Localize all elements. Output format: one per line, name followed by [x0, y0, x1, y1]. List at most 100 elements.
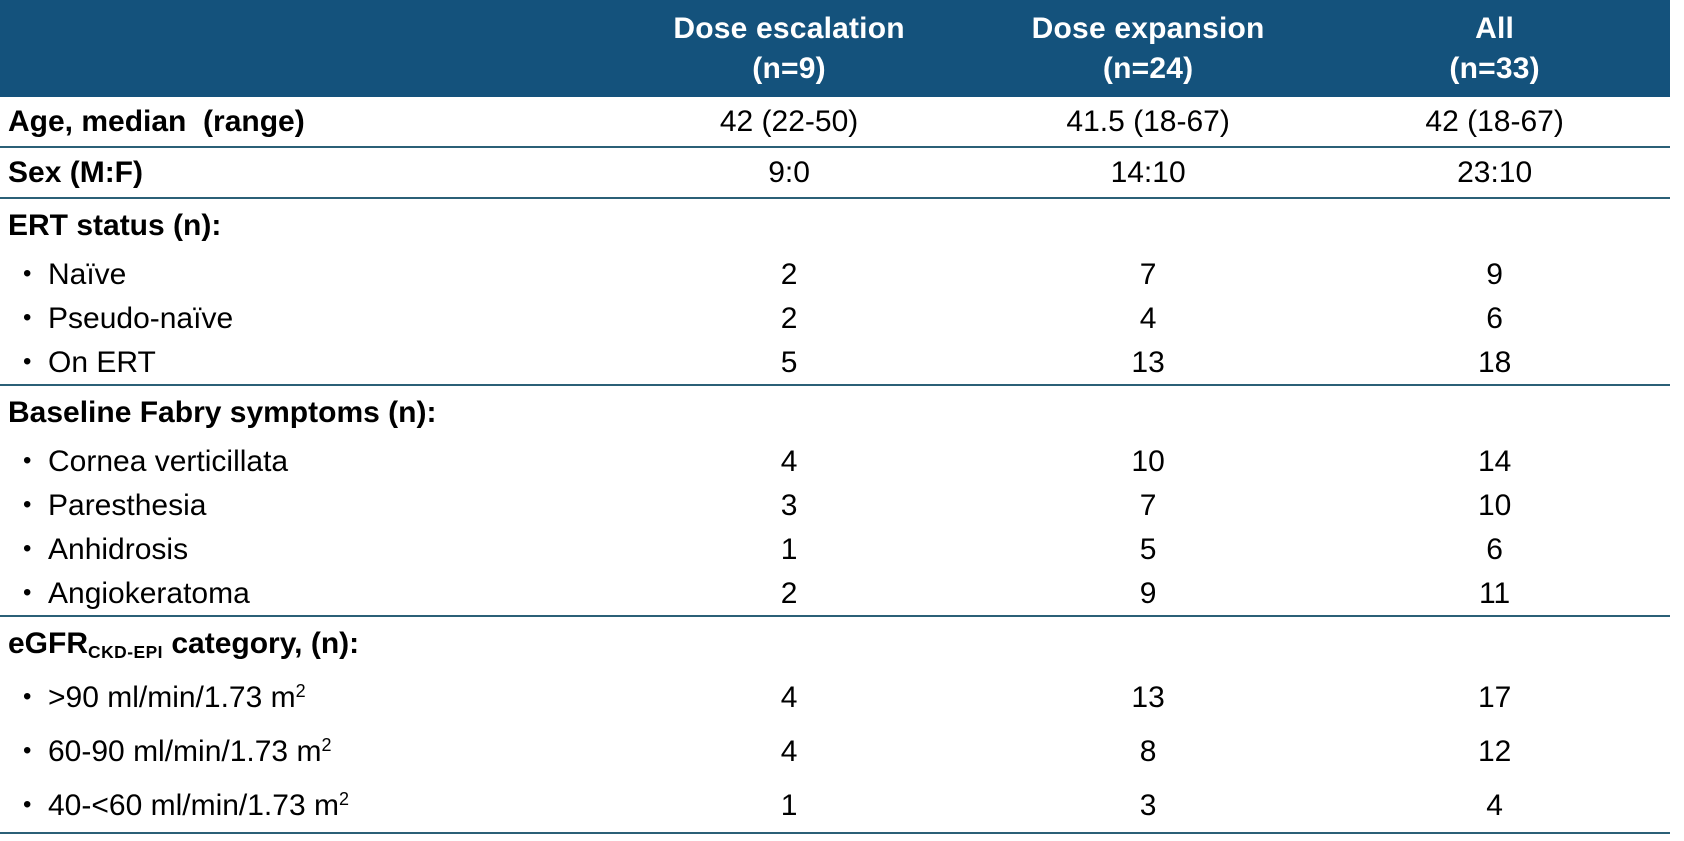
column-header-all: All (n=33)	[1319, 0, 1670, 97]
row-label-text-egfr-gt-90: >90 ml/min/1.73 m2	[48, 681, 306, 714]
cell-angiokeratoma-col2: 9	[1139, 576, 1157, 610]
row-label-age-median-range: Age, median (range)	[0, 105, 601, 138]
cell-on-ert-col1: 5	[780, 345, 798, 379]
row-angiokeratoma: • Angiokeratoma 2 9 11	[0, 571, 1670, 615]
row-label-angiokeratoma: • Angiokeratoma	[0, 577, 601, 610]
cell-anhidrosis-col1: 1	[780, 532, 798, 566]
cell-anhidrosis-col2: 5	[1139, 532, 1157, 566]
cell-anhidrosis-col3: 6	[1486, 532, 1503, 566]
row-label-pseudo-naive: • Pseudo-naïve	[0, 302, 601, 335]
row-egfr-60-90: • 60-90 ml/min/1.73 m2 4 8 12	[0, 724, 1670, 778]
column-title: Dose expansion	[1031, 11, 1265, 45]
bullet-icon: •	[23, 535, 32, 562]
cell-egfr-60-90-col2: 8	[1139, 734, 1157, 768]
cell-sex-mf-col2: 14:10	[1110, 156, 1186, 189]
bullet-icon: •	[23, 260, 32, 287]
row-label-paresthesia: • Paresthesia	[0, 489, 601, 522]
cell-angiokeratoma-col1: 2	[780, 576, 798, 610]
bullet-icon: •	[23, 683, 32, 710]
divider-sex-mf	[0, 197, 1670, 199]
section-label-ert-status-text: ERT status (n):	[8, 209, 222, 242]
cell-cornea-verticillata-col1: 4	[780, 444, 798, 478]
row-egfr-40-lt60: • 40-<60 ml/min/1.73 m2 1 3 4	[0, 778, 1670, 832]
row-label-egfr-40-lt60-sup: 2	[338, 788, 349, 809]
cell-pseudo-naive-col1: 2	[780, 301, 798, 335]
row-label-sex-mf: Sex (M:F)	[0, 156, 601, 189]
cell-naive-col3: 9	[1486, 257, 1503, 291]
cell-paresthesia-col1: 3	[780, 488, 798, 522]
row-label-naive: • Naïve	[0, 258, 601, 291]
row-paresthesia: • Paresthesia 3 7 10	[0, 483, 1670, 527]
row-label-text-anhidrosis: Anhidrosis	[48, 533, 188, 566]
row-label-text-egfr-40-lt60: 40-<60 ml/min/1.73 m2	[48, 789, 349, 822]
section-label-baseline-fabry-symptoms-text: Baseline Fabry symptoms (n):	[8, 396, 437, 429]
section-egfr-category: eGFRCKD-EPI category, (n): • >90 ml/min/1.…	[0, 617, 1670, 832]
cell-sex-mf-col3: 23:10	[1457, 156, 1533, 189]
cell-paresthesia-col2: 7	[1139, 488, 1157, 522]
cell-age-median-range-col1: 42 (22-50)	[719, 105, 859, 138]
cell-pseudo-naive-col2: 4	[1139, 301, 1157, 335]
section-label-egfr-category-sub: CKD-EPI	[88, 641, 164, 662]
row-egfr-gt-90: • >90 ml/min/1.73 m2 4 13 17	[0, 670, 1670, 724]
cell-on-ert-col3: 18	[1477, 345, 1512, 379]
header-corner-cell	[0, 0, 601, 97]
bullet-icon: •	[23, 737, 32, 764]
row-label-pseudo-naive-text: Pseudo-naïve	[48, 301, 234, 335]
cell-egfr-40-lt60-col2: 3	[1139, 788, 1157, 822]
row-label-egfr-60-90-text: 60-90 ml/min/1.73 m	[48, 734, 322, 768]
section-label-egfr-category-text: category, (n):	[163, 627, 360, 660]
section-header-ert-status: ERT status (n):	[0, 199, 1670, 252]
cell-egfr-40-lt60-col1: 1	[780, 788, 798, 822]
divider-ert-status	[0, 384, 1670, 386]
row-label-egfr-gt-90: • >90 ml/min/1.73 m2	[0, 681, 601, 714]
row-label-on-ert: • On ERT	[0, 346, 601, 379]
row-label-egfr-40-lt60: • 40-<60 ml/min/1.73 m2	[0, 789, 601, 822]
cell-egfr-60-90-col3: 12	[1477, 734, 1512, 768]
row-label-egfr-gt-90-sup: 2	[295, 680, 306, 701]
cell-egfr-40-lt60-col3: 4	[1486, 788, 1503, 822]
row-label-egfr-60-90: • 60-90 ml/min/1.73 m2	[0, 735, 601, 768]
row-label-text-angiokeratoma: Angiokeratoma	[48, 577, 250, 610]
divider-age-median-range	[0, 146, 1670, 148]
table-body: Age, median (range) 42 (22-50) 41.5 (18-67…	[0, 97, 1670, 834]
row-label-naive-text: Naïve	[48, 257, 127, 291]
row-label-text-on-ert: On ERT	[48, 346, 156, 379]
cell-egfr-gt-90-col1: 4	[780, 680, 798, 714]
row-label-egfr-60-90-sup: 2	[321, 734, 332, 755]
cell-cornea-verticillata-col3: 14	[1477, 444, 1512, 478]
row-label-paresthesia-text: Paresthesia	[48, 488, 207, 522]
section-header-egfr-category: eGFRCKD-EPI category, (n):	[0, 617, 1670, 670]
column-n: (n=24)	[1102, 51, 1194, 85]
section-ert-status: ERT status (n): • Naïve 2 7 9 • Pseudo-naïve 2 4 6…	[0, 199, 1670, 384]
cell-naive-col2: 7	[1139, 257, 1157, 291]
cell-cornea-verticillata-col2: 10	[1131, 444, 1165, 478]
row-on-ert: • On ERT 5 13 18	[0, 340, 1670, 384]
row-label-text-paresthesia: Paresthesia	[48, 489, 206, 522]
row-label-text-naive: Naïve	[48, 258, 126, 291]
row-anhidrosis: • Anhidrosis 1 5 6	[0, 527, 1670, 571]
row-label-age-median-range-text: Age, median (range)	[8, 105, 305, 138]
cell-angiokeratoma-col3: 11	[1479, 576, 1511, 610]
column-title: All	[1475, 11, 1515, 45]
table-header: Dose escalation (n=9) Dose expansion (n=24)…	[0, 0, 1670, 97]
section-label-egfr-category-text: eGFR	[8, 627, 89, 660]
bullet-icon: •	[23, 491, 32, 518]
row-label-sex-mf-text: Sex (M:F)	[8, 156, 143, 189]
row-label-anhidrosis: • Anhidrosis	[0, 533, 601, 566]
cell-age-median-range-col2: 41.5 (18-67)	[1066, 105, 1230, 138]
row-label-angiokeratoma-text: Angiokeratoma	[48, 576, 250, 610]
column-header-dose-expansion: Dose expansion (n=24)	[977, 0, 1319, 97]
bullet-icon: •	[23, 348, 32, 375]
row-label-anhidrosis-text: Anhidrosis	[48, 532, 189, 566]
row-naive: • Naïve 2 7 9	[0, 252, 1670, 296]
bullet-icon: •	[23, 791, 32, 818]
row-age-median-range: Age, median (range) 42 (22-50) 41.5 (18-67…	[0, 97, 1670, 146]
section-label-baseline-fabry-symptoms: Baseline Fabry symptoms (n):	[0, 396, 601, 429]
row-label-egfr-gt-90-text: >90 ml/min/1.73 m	[48, 680, 296, 714]
section-header-baseline-fabry-symptoms: Baseline Fabry symptoms (n):	[0, 386, 1670, 439]
row-label-on-ert-text: On ERT	[48, 345, 156, 379]
row-label-egfr-40-lt60-text: 40-<60 ml/min/1.73 m	[48, 788, 339, 822]
section-label-egfr-category: eGFRCKD-EPI category, (n):	[0, 627, 601, 662]
cell-paresthesia-col3: 10	[1477, 488, 1512, 522]
